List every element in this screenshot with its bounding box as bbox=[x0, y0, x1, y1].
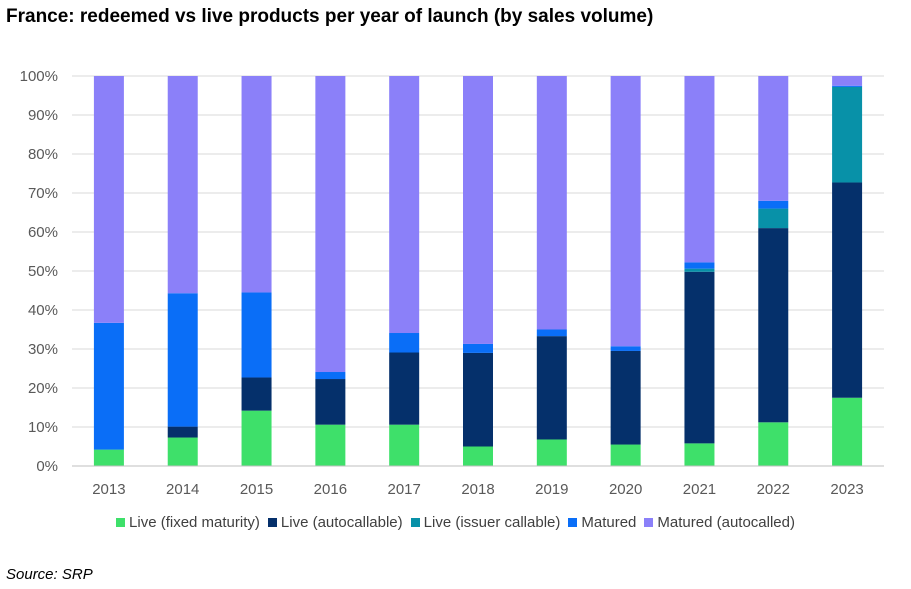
bar-segment bbox=[758, 76, 789, 201]
bar-segment bbox=[389, 352, 420, 425]
x-tick-label: 2021 bbox=[683, 481, 716, 498]
legend-item: Live (fixed maturity) bbox=[116, 514, 260, 531]
bar-segment bbox=[463, 352, 493, 447]
x-tick-label: 2015 bbox=[240, 481, 273, 498]
bar-segment bbox=[167, 426, 198, 438]
bar-segment bbox=[463, 343, 493, 353]
bar-segment bbox=[167, 76, 198, 294]
legend-label: Live (fixed maturity) bbox=[129, 514, 260, 531]
legend-swatch bbox=[568, 518, 578, 527]
bar-segment bbox=[241, 292, 272, 378]
legend-item: Matured (autocalled) bbox=[644, 514, 795, 531]
bar-segment bbox=[832, 397, 863, 466]
x-tick-label: 2017 bbox=[387, 481, 420, 498]
y-tick-label: 10% bbox=[28, 419, 58, 436]
bar-segment bbox=[463, 446, 493, 466]
bar-segment bbox=[389, 333, 420, 353]
legend-swatch bbox=[116, 518, 126, 527]
bar-segment bbox=[315, 379, 346, 425]
legend-swatch bbox=[644, 518, 654, 527]
legend-item: Live (autocallable) bbox=[267, 514, 403, 531]
legend-item: Live (issuer callable) bbox=[410, 514, 561, 531]
x-axis-tick-labels: 2013 2014 2015 2016 2017 2018 2019 2020 2021 2022… bbox=[92, 481, 864, 498]
legend-label: Matured (autocalled) bbox=[657, 514, 795, 531]
y-tick-label: 70% bbox=[28, 185, 58, 202]
x-tick-label: 2022 bbox=[757, 481, 790, 498]
bar-segment bbox=[610, 76, 641, 347]
x-tick-label: 2013 bbox=[92, 481, 125, 498]
y-tick-label: 50% bbox=[28, 263, 58, 280]
bar-segment bbox=[610, 444, 641, 466]
y-tick-label: 20% bbox=[28, 380, 58, 397]
x-tick-label: 2016 bbox=[314, 481, 347, 498]
bar-segment bbox=[389, 76, 420, 334]
bar-segment bbox=[241, 377, 272, 411]
bar-segment bbox=[832, 85, 863, 87]
x-tick-label: 2023 bbox=[830, 481, 863, 498]
bar-segment bbox=[241, 410, 272, 466]
bar-segment bbox=[93, 322, 124, 450]
bar-segment bbox=[536, 336, 567, 440]
bar-segment bbox=[536, 329, 567, 337]
bar-segment bbox=[684, 271, 715, 444]
y-tick-label: 90% bbox=[28, 107, 58, 124]
legend-label: Live (autocallable) bbox=[280, 514, 403, 531]
y-tick-label: 100% bbox=[20, 68, 58, 85]
bar-segment bbox=[610, 350, 641, 445]
bar-segment bbox=[610, 346, 641, 351]
chart-title: France: redeemed vs live products per ye… bbox=[6, 6, 654, 27]
bar-segment bbox=[536, 439, 567, 466]
legend-swatch bbox=[410, 518, 420, 527]
bar-segment bbox=[167, 437, 198, 466]
legend-label: Live (issuer callable) bbox=[423, 514, 561, 531]
bar-segment bbox=[167, 293, 198, 427]
bar-segment bbox=[832, 182, 863, 398]
bar-segment bbox=[315, 424, 346, 466]
x-tick-label: 2020 bbox=[609, 481, 642, 498]
x-tick-label: 2014 bbox=[166, 481, 199, 498]
bar-segment bbox=[758, 228, 789, 423]
y-axis-tick-labels: 0% 10% 20% 30% 40% 50% 60% 70% 80% 90% 100% bbox=[20, 68, 58, 475]
stacked-bar-chart: 0%10%20%30%40%50%60%70%80%90%100% 2013 20… bbox=[20, 68, 884, 498]
bar-segment bbox=[832, 86, 863, 183]
bar-segment bbox=[684, 268, 715, 272]
bar-segment bbox=[536, 76, 567, 330]
legend-item: Matured bbox=[568, 514, 636, 531]
x-tick-label: 2018 bbox=[461, 481, 494, 498]
bar-segment bbox=[315, 372, 346, 380]
bar-segment bbox=[758, 422, 789, 466]
y-tick-label: 40% bbox=[28, 302, 58, 319]
source-note: Source: SRP bbox=[6, 566, 93, 583]
bar-segment bbox=[93, 76, 124, 323]
bar-segment bbox=[758, 200, 789, 209]
bar-segment bbox=[684, 443, 715, 466]
bar-segment bbox=[389, 424, 420, 466]
bar-segment bbox=[758, 208, 789, 229]
bar-segment bbox=[832, 76, 863, 86]
legend: Live (fixed maturity) Live (autocallable)… bbox=[0, 514, 911, 531]
y-tick-label: 60% bbox=[28, 224, 58, 241]
bar-segment bbox=[684, 262, 715, 269]
legend-swatch bbox=[267, 518, 277, 527]
bar-segment bbox=[241, 76, 272, 293]
y-tick-label: 30% bbox=[28, 341, 58, 358]
y-tick-label: 80% bbox=[28, 146, 58, 163]
bar-segment bbox=[684, 76, 715, 263]
bar-segment bbox=[315, 76, 346, 373]
bars bbox=[93, 76, 863, 466]
y-tick-label: 0% bbox=[36, 458, 58, 475]
x-tick-label: 2019 bbox=[535, 481, 568, 498]
legend-label: Matured bbox=[581, 514, 637, 531]
bar-segment bbox=[93, 449, 124, 466]
bar-segment bbox=[463, 76, 493, 344]
